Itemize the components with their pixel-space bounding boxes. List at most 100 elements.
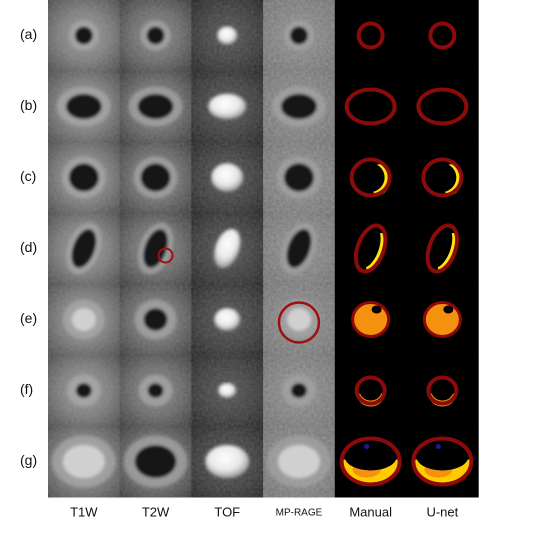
labels: (a) (b) (c) (d) (e) (f) (g) T1W T2W TOF MP-RAGE Man… [20,26,459,519]
seg-wall [421,157,464,198]
lumen [62,444,105,479]
lumen [137,93,174,120]
vessel [205,444,250,479]
image-cell [406,426,479,498]
image-cell [263,0,336,72]
image-cell [263,426,336,498]
image-cell [263,213,336,285]
lumen [71,229,97,268]
lumen [68,163,99,192]
seg-dot [364,444,370,449]
seg-lumen [349,92,392,121]
image-cell [406,0,479,72]
vessel [138,374,173,407]
lumen [134,444,177,479]
lumen [147,383,164,398]
lumen [217,26,238,45]
vessel [211,163,244,192]
vessel [51,435,116,488]
seg-wall [425,223,460,274]
image-cell [48,355,121,427]
seg-notch [443,305,454,314]
lumen [74,26,93,45]
image-cell [191,284,264,356]
image-cell [406,71,479,143]
vessel [140,20,171,51]
vessel [66,222,102,275]
seg-lumen [433,26,452,45]
vessel [62,299,105,340]
image-cell [334,284,407,356]
image-cell [119,142,192,214]
image-cell [263,142,336,214]
row-label: (b) [20,97,37,113]
image-cell [191,0,264,72]
image-cell [263,355,336,427]
image-cell [48,284,121,356]
lumen [146,26,165,45]
highlight-circle [277,301,321,344]
row-label: (d) [20,239,37,255]
row-label: (a) [20,26,37,42]
row-label: (f) [20,381,33,397]
image-cell [191,213,264,285]
seg-lumen [352,162,385,193]
image-cell [334,0,407,72]
seg-lumen [344,442,397,471]
vessel [217,26,238,45]
image-cell [191,142,264,214]
image-cell [334,71,407,143]
column-label: MP-RAGE [276,508,323,519]
seg-wall [349,157,392,198]
image-cell [263,284,336,356]
lumen [71,308,96,331]
image-cell [48,213,121,285]
column-label: U-net [426,504,458,519]
seg-lumen [416,442,469,471]
image-cell [263,71,336,143]
seg-wall [416,87,469,126]
vessel [208,93,247,120]
column-label: T2W [142,504,170,519]
image-cell [119,426,192,498]
lumen [143,308,168,331]
image-cell [119,213,192,285]
vessel [214,308,241,331]
vessel [123,435,188,488]
lumen [283,163,314,192]
image-cell [406,355,479,427]
column-label: T1W [70,504,98,519]
vessel [61,156,106,199]
lumen [218,383,237,398]
lumen [277,444,320,479]
seg-wall [426,375,459,406]
seg-wall [411,436,474,487]
seg-wall [344,87,397,126]
seg-lumen [424,162,457,193]
row-label: (e) [20,310,37,326]
vessel [214,228,241,269]
seg-wall [428,21,457,50]
image-cell [119,0,192,72]
column-label: TOF [214,504,240,519]
vessel [283,20,314,51]
image-cell [406,284,479,356]
lumen [140,163,171,192]
image-cell [48,71,121,143]
image-grid [48,0,479,498]
vessel [133,156,178,199]
lumen [286,229,312,268]
vessel [134,299,177,340]
image-cell [334,426,407,498]
image-cell [191,71,264,143]
vessel [68,20,99,51]
image-cell [119,284,192,356]
highlight-circle [157,247,174,264]
lumen [214,308,241,331]
seg-dot [435,444,441,449]
column-label: Manual [349,504,392,519]
lumen [214,228,241,269]
seg-wall [356,21,385,50]
seg-lumen [361,26,380,45]
